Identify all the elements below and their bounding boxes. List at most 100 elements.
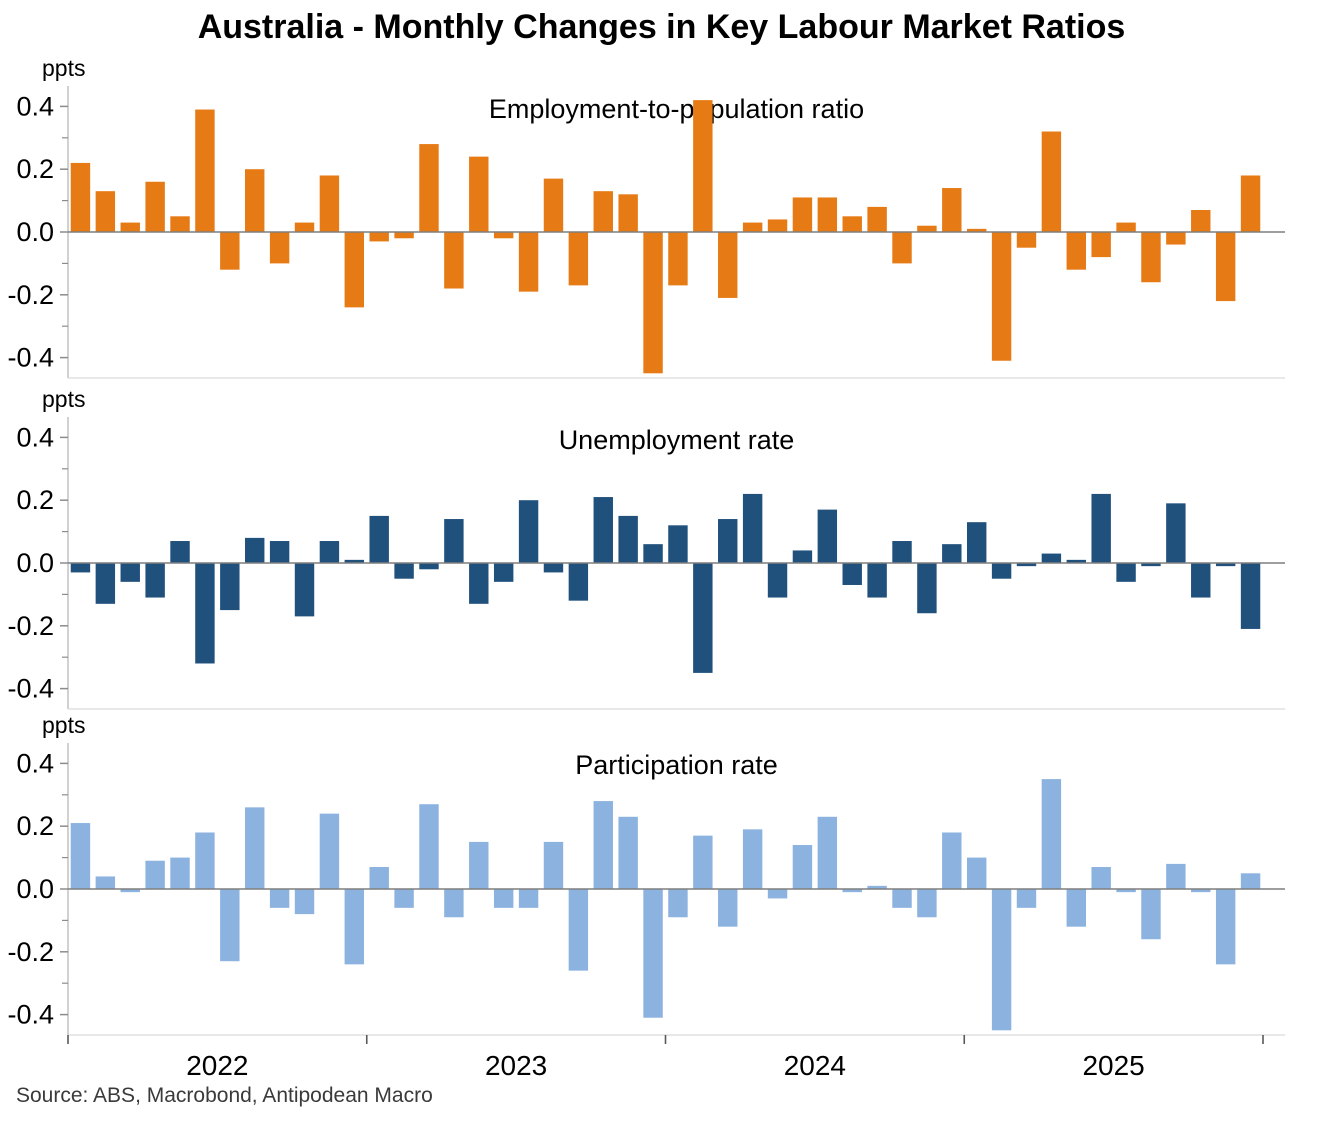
bar [1215, 563, 1236, 567]
bar [693, 835, 713, 889]
bar [444, 232, 464, 289]
bar [668, 889, 688, 918]
bar [1066, 232, 1086, 270]
bar [419, 144, 439, 232]
bar [369, 232, 389, 242]
bar [817, 816, 838, 889]
bar [344, 889, 365, 965]
y-tick-label: -0.4 [7, 343, 54, 373]
bar [593, 497, 613, 563]
y-tick-label: -0.4 [7, 674, 54, 704]
bar [145, 563, 165, 598]
bar [966, 522, 987, 563]
bar [518, 232, 539, 292]
bar [1091, 232, 1111, 258]
bar [1215, 889, 1236, 965]
bar [1091, 493, 1111, 563]
bar [319, 541, 340, 563]
bar [1191, 889, 1211, 893]
bar [1141, 563, 1161, 567]
bar [917, 563, 937, 614]
bar [842, 563, 862, 585]
bar [942, 188, 962, 232]
bar [718, 889, 738, 927]
bar [419, 804, 439, 889]
bar [245, 169, 265, 232]
bar [444, 519, 464, 563]
bar [966, 228, 987, 232]
bar [593, 191, 613, 232]
y-tick-label: 0.0 [16, 874, 54, 904]
bar [668, 525, 688, 563]
page-title: Australia - Monthly Changes in Key Labou… [197, 8, 1126, 46]
bar [493, 563, 514, 582]
bar [767, 219, 788, 232]
bar [693, 563, 713, 673]
y-tick-label: -0.2 [7, 937, 54, 967]
bar [892, 889, 912, 908]
bar [469, 563, 489, 604]
bar [269, 541, 290, 563]
bar [319, 813, 340, 889]
y-axis-unit-label-participation: ppts [42, 712, 86, 738]
bar [319, 175, 340, 232]
bar [95, 191, 116, 232]
bar [718, 232, 738, 298]
bar [543, 563, 564, 573]
bar [493, 889, 514, 908]
employment-chart: 0.4 0.2 0.0 -0.2 -0.4 [7, 86, 1285, 379]
bar [1116, 889, 1136, 893]
bar [469, 156, 489, 232]
bar [817, 197, 838, 232]
bar [643, 889, 663, 1018]
bar [419, 563, 439, 570]
y-axis-unit-label-unemployment: ppts [42, 386, 86, 412]
bar [1240, 563, 1261, 629]
bar [369, 867, 389, 889]
bar [145, 860, 165, 889]
bar [444, 889, 464, 918]
y-tick-label: -0.2 [7, 280, 54, 310]
bar [991, 563, 1012, 579]
bar [1016, 563, 1037, 567]
panel-title-unemployment: Unemployment rate [558, 425, 795, 455]
bar [892, 541, 912, 563]
bar [618, 194, 638, 232]
unemployment-chart: 0.4 0.2 0.0 -0.2 -0.4 [7, 417, 1285, 710]
bar [344, 232, 365, 308]
y-tick-label: 0.4 [16, 422, 54, 452]
participation-chart: 0.4 0.2 0.0 -0.2 -0.4 2022 2023 2024 2025 [7, 743, 1285, 1081]
bar [543, 841, 564, 889]
bar [693, 100, 713, 233]
bar [991, 232, 1012, 361]
bar [1240, 175, 1261, 232]
bar [1240, 873, 1261, 889]
bar [1191, 563, 1211, 598]
bar [1041, 553, 1062, 563]
source-attribution: Source: ABS, Macrobond, Antipodean Macro [16, 1084, 433, 1107]
bar [917, 225, 937, 232]
bar [568, 563, 589, 601]
y-tick-label: -0.4 [7, 1000, 54, 1030]
bar [718, 519, 738, 563]
bar [1166, 232, 1186, 245]
bar [792, 845, 813, 889]
bar [767, 889, 788, 899]
bar [867, 885, 887, 889]
x-year-label: 2024 [784, 1050, 846, 1081]
bar [568, 889, 589, 971]
bar [1066, 889, 1086, 927]
panel-title-participation: Participation rate [575, 750, 778, 780]
bar [70, 162, 91, 232]
bar [1166, 863, 1186, 889]
bar [394, 563, 414, 579]
y-tick-label: 0.2 [16, 485, 54, 515]
bar [1016, 232, 1037, 248]
bar [742, 222, 763, 232]
bar [120, 563, 140, 582]
x-year-label: 2023 [485, 1050, 547, 1081]
y-tick-label: 0.4 [16, 91, 54, 121]
bar [1016, 889, 1037, 908]
bar [120, 222, 140, 232]
